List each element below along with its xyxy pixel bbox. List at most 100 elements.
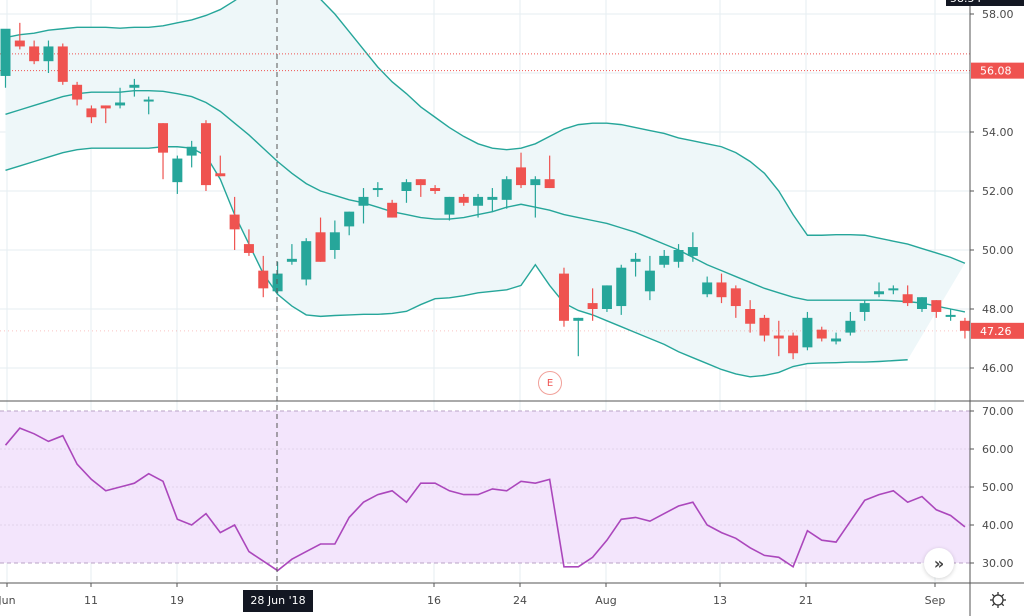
candle[interactable]: [301, 238, 312, 286]
candle[interactable]: [530, 176, 541, 218]
candle[interactable]: [916, 297, 927, 312]
candle-body: [816, 329, 827, 339]
candle[interactable]: [29, 40, 40, 65]
candle[interactable]: [86, 105, 97, 124]
candle[interactable]: [587, 288, 598, 321]
candle-body: [100, 105, 111, 109]
candle[interactable]: [215, 155, 226, 177]
candle-body: [659, 255, 670, 265]
candle[interactable]: [286, 244, 297, 265]
candle-body: [14, 40, 25, 47]
candle[interactable]: [329, 220, 340, 259]
candle[interactable]: [487, 188, 498, 212]
candle[interactable]: [100, 105, 111, 124]
candle[interactable]: [186, 140, 197, 168]
candle[interactable]: [315, 217, 326, 262]
time-tick-label: Sep: [925, 594, 946, 607]
candle-body: [286, 258, 297, 262]
candle-body: [315, 232, 326, 262]
time-tick-label: Aug: [595, 594, 616, 607]
candle[interactable]: [0, 28, 11, 88]
candle[interactable]: [115, 87, 126, 109]
candle[interactable]: [859, 300, 870, 321]
time-tick-label: 21: [799, 594, 813, 607]
candle[interactable]: [945, 309, 956, 321]
candle[interactable]: [200, 120, 211, 191]
candle[interactable]: [387, 199, 398, 218]
candle[interactable]: [57, 43, 68, 85]
candle[interactable]: [888, 285, 899, 295]
candle-body: [558, 273, 569, 321]
price-tick-label: 54.00: [982, 126, 1014, 139]
candle[interactable]: [745, 300, 756, 333]
bollinger-basis-line: [5, 89, 966, 313]
candle[interactable]: [372, 182, 383, 197]
rsi-pane[interactable]: [0, 410, 970, 572]
price-tick-label: 48.00: [982, 303, 1014, 316]
candle[interactable]: [430, 185, 441, 194]
settings-button[interactable]: [986, 588, 1010, 612]
candle[interactable]: [415, 179, 426, 197]
candle[interactable]: [816, 326, 827, 342]
candle[interactable]: [501, 176, 512, 209]
candle[interactable]: [229, 196, 240, 250]
candle[interactable]: [644, 255, 655, 301]
candle[interactable]: [802, 311, 813, 351]
candle[interactable]: [601, 285, 612, 312]
candle[interactable]: [43, 40, 54, 73]
candle-body: [358, 196, 369, 206]
candle[interactable]: [573, 317, 584, 357]
candle[interactable]: [959, 317, 970, 339]
candle[interactable]: [72, 81, 83, 106]
candle[interactable]: [14, 22, 25, 50]
candle[interactable]: [458, 193, 469, 206]
candle-body: [272, 273, 283, 292]
rsi-line[interactable]: [4, 427, 966, 572]
candle-body: [630, 258, 641, 262]
candle[interactable]: [444, 196, 455, 221]
candle-body: [186, 146, 197, 156]
earnings-marker-icon[interactable]: E: [538, 371, 562, 395]
candle[interactable]: [874, 282, 885, 298]
candle[interactable]: [831, 332, 842, 345]
candle[interactable]: [673, 244, 684, 268]
candle[interactable]: [558, 267, 569, 327]
candle[interactable]: [544, 155, 555, 189]
candle[interactable]: [716, 273, 727, 304]
candle-body: [301, 241, 312, 280]
candle[interactable]: [616, 264, 627, 315]
candle[interactable]: [902, 285, 913, 307]
candle[interactable]: [172, 155, 183, 194]
bollinger-bands: [5, 0, 966, 378]
candle-body: [430, 188, 441, 191]
candle[interactable]: [473, 193, 484, 218]
candle[interactable]: [788, 332, 799, 360]
candle[interactable]: [687, 232, 698, 262]
candlestick-series[interactable]: [0, 22, 970, 360]
candle[interactable]: [143, 96, 154, 115]
scroll-to-realtime-button[interactable]: »: [924, 548, 954, 578]
candle[interactable]: [845, 311, 856, 336]
candle[interactable]: [759, 314, 770, 342]
candle[interactable]: [272, 261, 283, 295]
candle-body: [415, 179, 426, 186]
candle[interactable]: [659, 250, 670, 268]
candle[interactable]: [158, 123, 169, 180]
candle[interactable]: [702, 276, 713, 298]
candle[interactable]: [129, 78, 140, 97]
candle[interactable]: [258, 255, 269, 298]
candle[interactable]: [630, 252, 641, 277]
candle[interactable]: [931, 300, 942, 318]
candle-body: [229, 214, 240, 230]
candle[interactable]: [773, 320, 784, 357]
candle[interactable]: [358, 188, 369, 224]
candle[interactable]: [344, 211, 355, 236]
candle[interactable]: [243, 229, 254, 256]
candle[interactable]: [401, 179, 412, 203]
price-badge: [971, 322, 1024, 339]
candle[interactable]: [730, 285, 741, 318]
candle[interactable]: [516, 152, 527, 189]
candle-body: [458, 196, 469, 203]
